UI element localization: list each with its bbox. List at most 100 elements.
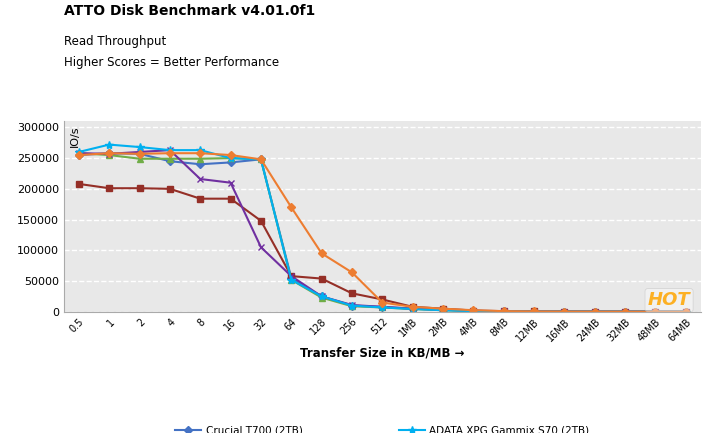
Corsair MP700 (2TB) [682, 309, 690, 314]
Corsair MP700 (2TB) [287, 205, 295, 210]
ADATA XPG Gammix S70 (2TB) [287, 277, 295, 282]
Text: IO/s: IO/s [70, 125, 80, 146]
Crucial T700 (2TB) [257, 157, 266, 162]
Text: HOT: HOT [648, 291, 690, 309]
Phison PS5026-E26 (2TB) [317, 295, 326, 300]
ADATA XPG Gammix S70 (2TB) [196, 148, 205, 153]
ADATA XPG Gammix S70 (2TB) [469, 309, 478, 314]
Phison E18 w/ Micron B47R (2TB) [196, 196, 205, 201]
Phison E18 w/ Micron B47R (2TB) [135, 186, 144, 191]
Corsair MP700 (2TB) [317, 251, 326, 256]
Crucial T700 (2TB) [439, 307, 447, 313]
Crucial T700 (2TB) [409, 306, 417, 311]
Phison E18 w/ Micron B47R (2TB) [651, 309, 660, 314]
ADATA XPG Gammix S70 (2TB) [317, 294, 326, 299]
Crucial T700 (2TB) [499, 309, 508, 314]
Line: Samsung SSD 990 Pro (2TB): Samsung SSD 990 Pro (2TB) [76, 147, 689, 315]
Crucial T700 (2TB) [530, 309, 538, 314]
Crucial T700 (2TB) [227, 160, 235, 165]
Phison PS5026-E26 (2TB) [135, 156, 144, 162]
Samsung SSD 990 Pro (2TB) [196, 176, 205, 181]
Corsair MP700 (2TB) [409, 304, 417, 310]
Phison PS5026-E26 (2TB) [105, 152, 113, 158]
Corsair MP700 (2TB) [378, 300, 387, 305]
Corsair MP700 (2TB) [105, 151, 113, 156]
Corsair MP700 (2TB) [621, 309, 629, 314]
Corsair MP700 (2TB) [560, 309, 569, 314]
Samsung SSD 990 Pro (2TB) [74, 151, 83, 156]
Samsung SSD 990 Pro (2TB) [590, 309, 599, 314]
Text: Read Throughput: Read Throughput [64, 35, 166, 48]
Text: Higher Scores = Better Performance: Higher Scores = Better Performance [64, 56, 279, 69]
Phison PS5026-E26 (2TB) [530, 309, 538, 314]
X-axis label: Transfer Size in KB/MB →: Transfer Size in KB/MB → [300, 346, 464, 359]
Samsung SSD 990 Pro (2TB) [530, 309, 538, 314]
Corsair MP700 (2TB) [196, 151, 205, 156]
Corsair MP700 (2TB) [74, 152, 83, 158]
Samsung SSD 990 Pro (2TB) [166, 148, 174, 153]
Samsung SSD 990 Pro (2TB) [560, 309, 569, 314]
Samsung SSD 990 Pro (2TB) [287, 274, 295, 279]
Corsair MP700 (2TB) [439, 306, 447, 311]
Phison E18 w/ Micron B47R (2TB) [287, 274, 295, 279]
Phison E18 w/ Micron B47R (2TB) [682, 309, 690, 314]
ADATA XPG Gammix S70 (2TB) [499, 309, 508, 314]
Phison E18 w/ Micron B47R (2TB) [257, 218, 266, 223]
Phison E18 w/ Micron B47R (2TB) [317, 276, 326, 281]
Crucial T700 (2TB) [196, 162, 205, 167]
ADATA XPG Gammix S70 (2TB) [439, 307, 447, 313]
ADATA XPG Gammix S70 (2TB) [409, 307, 417, 312]
Corsair MP700 (2TB) [257, 157, 266, 162]
Corsair MP700 (2TB) [530, 309, 538, 314]
Samsung SSD 990 Pro (2TB) [378, 304, 387, 310]
Corsair MP700 (2TB) [227, 152, 235, 158]
Phison PS5026-E26 (2TB) [409, 307, 417, 312]
Crucial T700 (2TB) [590, 309, 599, 314]
Phison E18 w/ Micron B47R (2TB) [409, 304, 417, 310]
ADATA XPG Gammix S70 (2TB) [651, 309, 660, 314]
Phison PS5026-E26 (2TB) [348, 304, 356, 309]
ADATA XPG Gammix S70 (2TB) [257, 157, 266, 162]
Phison PS5026-E26 (2TB) [439, 307, 447, 313]
Phison PS5026-E26 (2TB) [287, 277, 295, 282]
Phison E18 w/ Micron B47R (2TB) [439, 306, 447, 311]
ADATA XPG Gammix S70 (2TB) [105, 142, 113, 147]
Phison PS5026-E26 (2TB) [227, 155, 235, 161]
Crucial T700 (2TB) [682, 309, 690, 314]
Phison PS5026-E26 (2TB) [378, 305, 387, 310]
Phison E18 w/ Micron B47R (2TB) [560, 309, 569, 314]
Samsung SSD 990 Pro (2TB) [317, 294, 326, 299]
Samsung SSD 990 Pro (2TB) [499, 309, 508, 314]
Text: ATTO Disk Benchmark v4.01.0f1: ATTO Disk Benchmark v4.01.0f1 [64, 4, 315, 18]
ADATA XPG Gammix S70 (2TB) [227, 155, 235, 161]
Line: Corsair MP700 (2TB): Corsair MP700 (2TB) [76, 150, 688, 314]
Line: Crucial T700 (2TB): Crucial T700 (2TB) [76, 150, 688, 314]
Phison E18 w/ Micron B47R (2TB) [166, 186, 174, 191]
Crucial T700 (2TB) [317, 294, 326, 299]
ADATA XPG Gammix S70 (2TB) [621, 309, 629, 314]
Phison E18 w/ Micron B47R (2TB) [74, 181, 83, 187]
Samsung SSD 990 Pro (2TB) [105, 151, 113, 156]
Corsair MP700 (2TB) [469, 307, 478, 313]
Samsung SSD 990 Pro (2TB) [469, 308, 478, 313]
Phison PS5026-E26 (2TB) [196, 156, 205, 162]
Phison E18 w/ Micron B47R (2TB) [621, 309, 629, 314]
Phison E18 w/ Micron B47R (2TB) [530, 309, 538, 314]
ADATA XPG Gammix S70 (2TB) [378, 305, 387, 310]
Crucial T700 (2TB) [135, 151, 144, 156]
Line: Phison E18 w/ Micron B47R (2TB): Phison E18 w/ Micron B47R (2TB) [76, 181, 688, 314]
Phison E18 w/ Micron B47R (2TB) [378, 297, 387, 302]
ADATA XPG Gammix S70 (2TB) [590, 309, 599, 314]
Line: Phison PS5026-E26 (2TB): Phison PS5026-E26 (2TB) [76, 150, 688, 314]
Crucial T700 (2TB) [651, 309, 660, 314]
Phison PS5026-E26 (2TB) [469, 308, 478, 313]
Corsair MP700 (2TB) [135, 151, 144, 156]
Phison E18 w/ Micron B47R (2TB) [227, 196, 235, 201]
Phison PS5026-E26 (2TB) [560, 309, 569, 314]
Phison PS5026-E26 (2TB) [74, 151, 83, 156]
Phison E18 w/ Micron B47R (2TB) [348, 291, 356, 296]
Crucial T700 (2TB) [378, 304, 387, 310]
Phison PS5026-E26 (2TB) [682, 309, 690, 314]
Samsung SSD 990 Pro (2TB) [227, 180, 235, 185]
ADATA XPG Gammix S70 (2TB) [348, 303, 356, 308]
